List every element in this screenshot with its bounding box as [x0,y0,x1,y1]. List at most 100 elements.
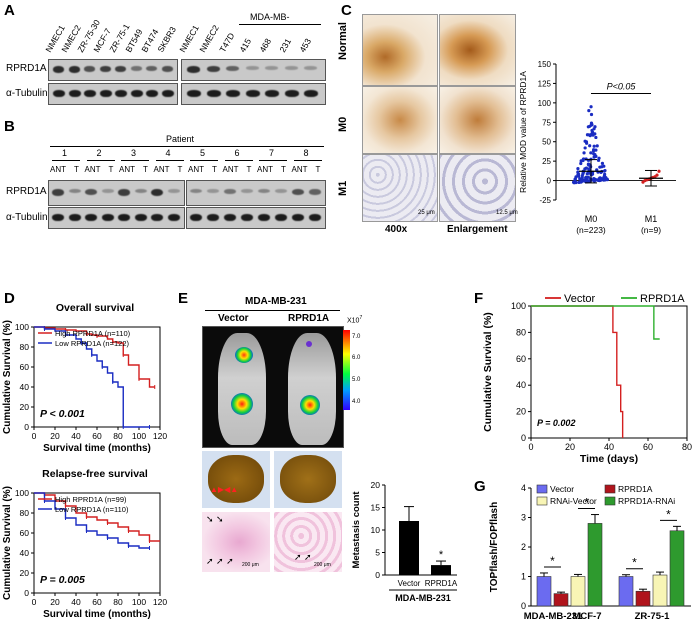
band [151,189,163,197]
band [146,90,158,97]
patient-underline [52,160,80,161]
panel-d-label: D [4,290,15,307]
y-tick-label: 10 [371,525,381,535]
panel-b-blot-tubulin-left [48,207,185,229]
lane-label-t: T [315,165,321,174]
lane-label: 468 [257,36,274,54]
data-point-m0 [600,161,605,166]
x-category-label: M0 [585,214,598,224]
band [167,214,180,221]
x-tick-label: 0 [528,442,533,452]
band [53,66,64,73]
y-tick-label: 100 [511,301,526,311]
data-point-m0 [586,175,590,179]
panel-a-row-label-tubulin: α-Tubulin [6,88,48,99]
bar [669,530,685,607]
band [161,90,174,97]
significance-star: * [666,507,671,521]
x-category-n: (n=223) [576,225,606,235]
band [241,189,253,193]
he-rprd1a: ➚ ➚ 200 μm [274,512,342,572]
y-tick-label: 4 [521,483,526,493]
lane-label-t: T [177,165,183,174]
band [118,214,130,221]
patient-underline [86,160,115,161]
legend-label: Low RPRD1A (n=110) [55,505,129,514]
survival-curve [34,326,155,388]
patient-number: 8 [303,148,309,158]
panel-b-blot-tubulin-right [186,207,326,229]
panel-e-col-rprd1a: RPRD1A [288,313,330,324]
x-tick-label: 40 [71,597,81,607]
x-tick-label: 120 [153,597,167,607]
y-axis-label: Cumulative Survival (%) [2,486,13,600]
data-point-m0 [582,151,586,155]
data-point-m0 [589,112,594,117]
data-point-m0 [591,149,596,153]
patient-number: 5 [200,148,206,158]
legend-label: RNAi-Vector [550,496,597,506]
lane-label-t: T [281,165,286,174]
band [101,214,114,221]
panel-c-row-m0: M0 [337,116,349,132]
panel-a-label: A [4,2,15,19]
legend-swatch [536,496,548,506]
lane-label-ant: ANT [84,165,101,174]
y-tick-label: 40 [516,380,526,390]
x-category-label: Vector [398,579,421,588]
y-axis-label: Cumulative Survival (%) [482,312,494,432]
panel-g-label: G [474,478,486,495]
data-point-m0 [594,148,598,152]
y-tick-label: 60 [20,362,30,372]
band [101,189,114,193]
y-tick-label: -25 [539,196,551,205]
lane-label-t: T [212,165,217,174]
bar [570,576,586,607]
patient-number: 1 [62,148,68,158]
data-point-m0 [584,176,588,180]
signal-rprd1a-tumor [300,395,320,415]
bar [652,574,668,607]
panel-a-blot-tubulin-left [48,83,178,105]
data-point-m0 [576,173,580,177]
patient-underline [155,160,184,161]
x-category-n: (n=9) [641,225,661,235]
y-tick-label: 0 [24,588,29,598]
panel-e-label: E [178,290,189,307]
lane-label: T47D [217,30,237,54]
y-tick-label: 75 [542,118,551,127]
band [265,90,279,97]
y-tick-label: 0 [521,601,526,611]
patient-number: 6 [234,148,240,158]
x-group-label: MCF-7 [572,611,601,622]
mouse-rprd1a [288,333,336,445]
panel-c-col-enlargement: Enlargement [447,224,508,235]
x-tick-label: 40 [71,431,81,441]
band [53,90,65,97]
data-point-m0 [585,133,590,137]
y-tick-label: 60 [516,354,526,364]
legend-swatch [604,496,616,506]
band [52,214,64,221]
data-point-m0 [605,178,610,182]
y-tick-label: 15 [371,503,381,513]
ihc-m0-enlargement [439,86,516,154]
lane-label: 453 [297,36,314,54]
y-tick-label: 5 [375,548,380,558]
x-group-label: ZR-75-1 [635,611,671,622]
band [190,214,202,221]
band [224,189,236,194]
x-axis-label: Time (days) [580,453,638,465]
data-point-m0 [582,157,586,161]
he-scalebar-vector: 200 μm [242,562,259,568]
data-point-m0 [594,135,598,140]
x-category-label: RPRD1A [425,579,458,588]
ihc-normal-400x [362,14,438,86]
y-tick-label: 3 [521,513,526,523]
band [85,189,97,196]
bar [431,565,451,575]
x-tick-label: 80 [113,431,123,441]
lane-label: 415 [237,36,254,54]
band [84,66,95,72]
band [245,66,259,70]
